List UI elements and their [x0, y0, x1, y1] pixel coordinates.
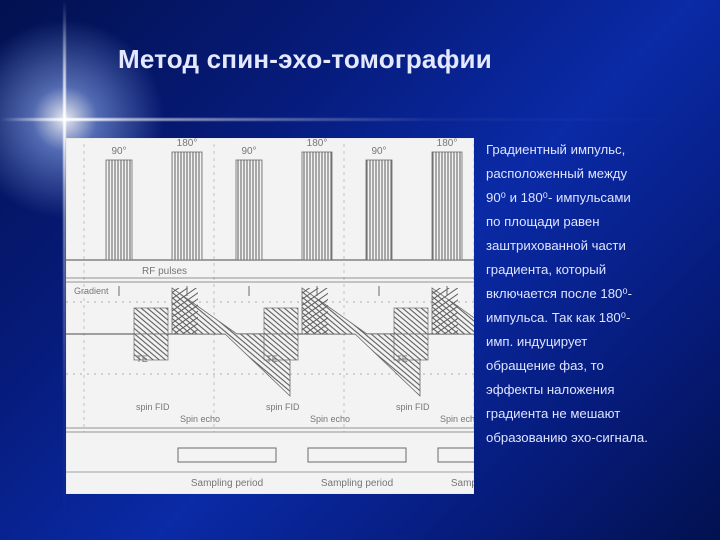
- body-line: заштрихованной части: [486, 234, 708, 258]
- svg-text:180°: 180°: [307, 138, 328, 149]
- svg-text:90°: 90°: [241, 146, 256, 157]
- body-line: эффекты наложения: [486, 378, 708, 402]
- svg-text:90°: 90°: [111, 146, 126, 157]
- page-title: Метод спин-эхо-томографии: [118, 44, 492, 75]
- svg-text:TE: TE: [396, 354, 408, 364]
- body-line: по площади равен: [486, 210, 708, 234]
- svg-text:Sampling period: Sampling period: [191, 478, 263, 489]
- svg-text:TE: TE: [136, 354, 148, 364]
- body-line: импульса. Так как 180⁰-: [486, 306, 708, 330]
- slide: Метод спин-эхо-томографии 90° 180° 90° 180°…: [0, 0, 720, 540]
- svg-text:Spin echo: Spin echo: [180, 414, 220, 424]
- spin-echo-diagram: 90° 180° 90° 180° 90° 180° RF pulses Gradient TE…: [66, 138, 474, 494]
- svg-text:Spin echo: Spin echo: [440, 414, 474, 424]
- diagram-svg: 90° 180° 90° 180° 90° 180° RF pulses Gradient TE…: [66, 138, 474, 494]
- svg-text:Spin echo: Spin echo: [310, 414, 350, 424]
- svg-text:TE: TE: [266, 354, 278, 364]
- body-line: образованию эхо-сигнала.: [486, 426, 708, 450]
- body-line: градиента не мешают: [486, 402, 708, 426]
- body-line: градиента, который: [486, 258, 708, 282]
- lens-flare-horizontal: [0, 118, 720, 121]
- svg-text:spin FID: spin FID: [266, 402, 300, 412]
- svg-text:Gradient: Gradient: [74, 286, 109, 296]
- body-line: включается после 180⁰-: [486, 282, 708, 306]
- body-line: Градиентный импульс,: [486, 138, 708, 162]
- body-line: обращение фаз, то: [486, 354, 708, 378]
- body-text: Градиентный импульс,расположенный между9…: [486, 138, 708, 450]
- svg-text:Sampling period: Sampling period: [451, 478, 474, 489]
- svg-text:RF pulses: RF pulses: [142, 266, 187, 277]
- svg-text:180°: 180°: [177, 138, 198, 149]
- svg-text:spin FID: spin FID: [136, 402, 170, 412]
- svg-text:180°: 180°: [437, 138, 458, 149]
- svg-text:spin FID: spin FID: [396, 402, 430, 412]
- svg-text:Sampling period: Sampling period: [321, 478, 393, 489]
- body-line: имп. индуцирует: [486, 330, 708, 354]
- body-line: расположенный между: [486, 162, 708, 186]
- svg-text:90°: 90°: [371, 146, 386, 157]
- body-line: 90⁰ и 180⁰- импульсами: [486, 186, 708, 210]
